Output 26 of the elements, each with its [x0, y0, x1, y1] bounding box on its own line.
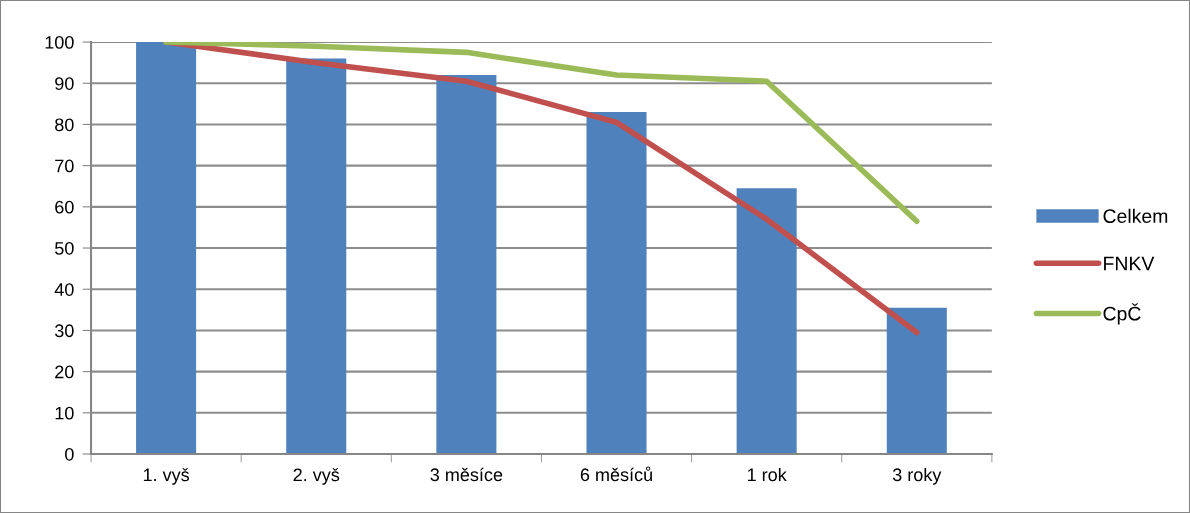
y-tick-label: 70: [55, 159, 74, 173]
y-tick-label: 40: [54, 283, 74, 296]
bar: [136, 42, 197, 454]
bar: [886, 307, 947, 454]
x-tick-label: 3 roky: [892, 467, 942, 485]
y-tick-label: 100: [45, 36, 74, 49]
y-tick-label: 0: [65, 447, 74, 461]
y-tick-label: 90: [55, 77, 74, 90]
y-tick-label: 10: [55, 406, 74, 420]
x-tick-label: 2. vyš: [293, 467, 340, 485]
x-tick-label: 6 měsíců: [580, 466, 652, 482]
bar: [286, 58, 347, 454]
bar: [736, 188, 797, 454]
bar: [586, 112, 647, 454]
y-tick-label: 30: [54, 324, 74, 338]
x-tick-label: 1. vyš: [143, 467, 190, 485]
legend-label: FNKV: [1104, 256, 1155, 271]
x-tick-label: 3 měsíce: [430, 467, 503, 482]
y-tick-label: 60: [55, 200, 74, 214]
y-tick-label: 20: [55, 365, 74, 379]
y-tick-label: 80: [55, 118, 74, 132]
y-tick-label: 50: [55, 241, 74, 255]
x-tick-label: 1 rok: [747, 467, 787, 482]
bar: [436, 75, 497, 454]
legend-label: Celkem: [1103, 208, 1168, 224]
legend-label: CpČ: [1103, 303, 1141, 325]
